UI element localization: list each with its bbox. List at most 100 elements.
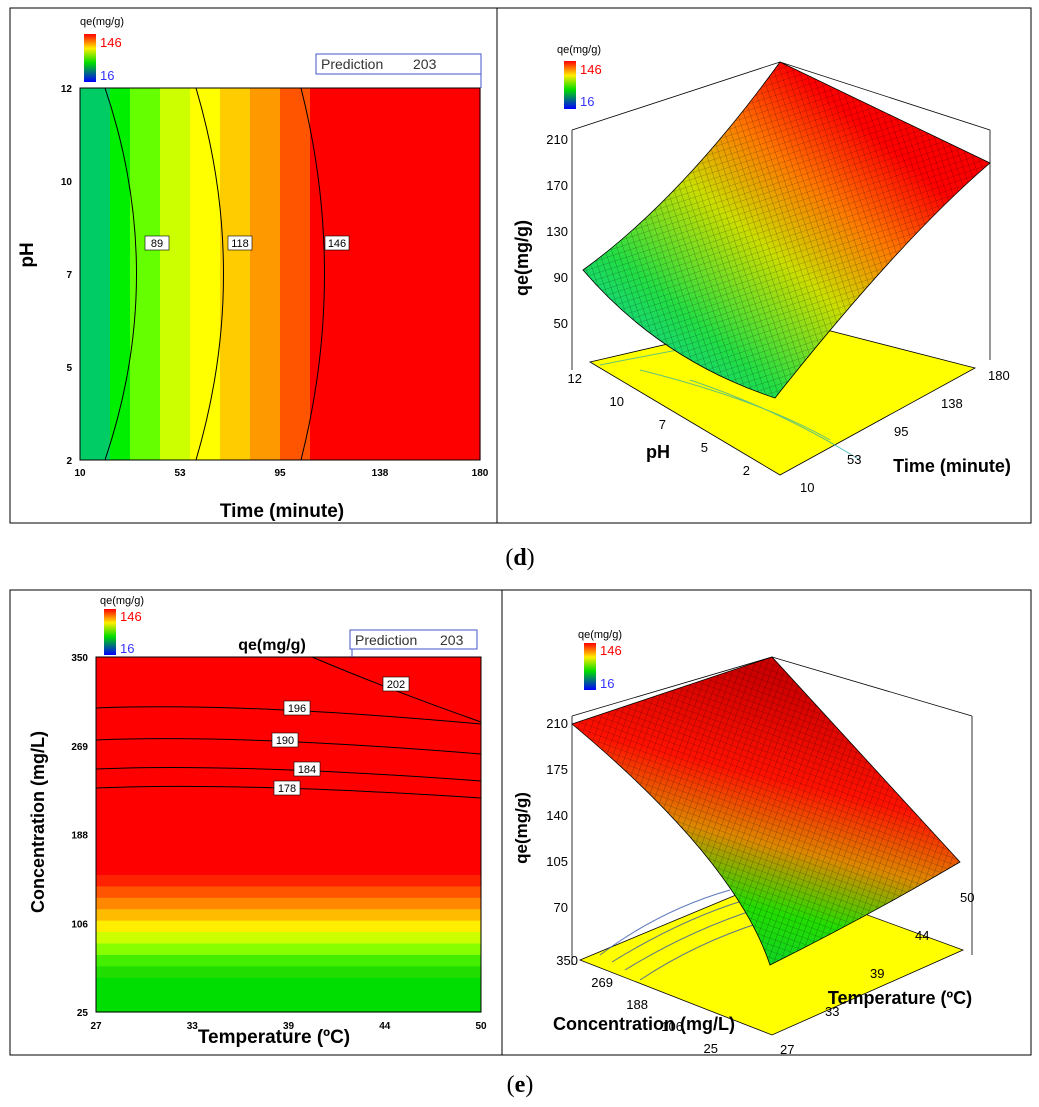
e-contour-line [95, 706, 482, 725]
d-heat-col [210, 88, 221, 460]
e-heatmap-rows [96, 657, 481, 1013]
e3-x-tick: 33 [825, 1004, 839, 1019]
caption-d: (d) [505, 545, 535, 571]
e-contour-label: 190 [276, 735, 294, 747]
d3-y-tick-labels: 12 10 7 5 2 [568, 371, 750, 478]
d-heat-col [90, 88, 101, 460]
d-heat-col [370, 88, 381, 460]
e-heat-band [96, 932, 481, 945]
e-contour-label-box [271, 732, 299, 748]
e3-z-tick: 175 [546, 762, 568, 777]
caption-e: (e) [506, 1072, 534, 1098]
d-y-tick: 10 [61, 177, 73, 188]
d-y-tick: 5 [66, 363, 72, 374]
e-contour-label-box [293, 761, 321, 777]
e3-z-tick: 210 [546, 716, 568, 731]
e-plot-title: qe(mg/g) [238, 637, 306, 654]
d-heat-col [250, 88, 261, 460]
e3-legend-low: 16 [600, 676, 614, 691]
e-contour-label: 178 [278, 783, 296, 795]
d-y-axis-label: pH [17, 242, 38, 267]
e3-floor-contours [599, 889, 776, 981]
d-heat-col [270, 88, 281, 460]
d-heat-col [360, 88, 371, 460]
d-prediction-label: Prediction [321, 56, 383, 72]
d3-x-tick: 180 [988, 368, 1010, 383]
e-prediction-value: 203 [440, 632, 464, 648]
d-heat-col [450, 88, 461, 460]
d3-x-axis-label: Time (minute) [893, 456, 1011, 476]
e3-x-tick: 50 [960, 890, 974, 905]
panel-e-surface: qe(mg/g) 146 16 210 175 140 105 70 350 269 188… [512, 629, 974, 1057]
d-legend-title: qe(mg/g) [80, 16, 124, 28]
e-contour-label-box [283, 700, 311, 716]
d-y-tick: 12 [61, 84, 73, 95]
d3-z-tick-labels: 210 170 130 90 50 [546, 132, 568, 331]
panel-d-frame [9, 7, 1032, 524]
d-heat-col [120, 88, 131, 460]
e-y-axis-label: Concentration (mg/L) [28, 731, 48, 913]
e-heat-band [96, 966, 481, 979]
d-contour-label: 146 [328, 238, 346, 250]
e-contour-label-box [382, 676, 410, 692]
e-heat-band [96, 909, 481, 922]
e-x-tick: 39 [283, 1021, 295, 1032]
d-heat-col [140, 88, 151, 460]
e3-z-tick: 70 [554, 900, 568, 915]
d3-y-tick: 7 [659, 417, 666, 432]
d-heat-col [350, 88, 361, 460]
d3-legend-colorbar [564, 61, 576, 109]
d3-y-axis-label: pH [646, 442, 670, 462]
d3-y-tick: 2 [743, 463, 750, 478]
d3-z-tick: 210 [546, 132, 568, 147]
d-heat-col [380, 88, 391, 460]
e-y-tick: 25 [77, 1008, 89, 1019]
d-heatmap-columns [80, 88, 481, 460]
d-legend-high: 146 [100, 35, 122, 50]
e-y-tick: 106 [71, 919, 88, 930]
e-x-tick: 44 [379, 1021, 391, 1032]
d-y-tick-labels: 2 5 7 10 12 [61, 84, 73, 467]
d3-legend-low: 16 [580, 94, 594, 109]
d-x-tick-labels: 10 53 95 138 180 [74, 468, 488, 479]
e-heat-band [96, 977, 481, 990]
d-heat-col [310, 88, 321, 460]
panel-d-surface: qe(mg/g) 146 16 210 170 130 90 50 12 10 7 5 2 10… [512, 44, 1011, 495]
e-x-tick: 33 [187, 1021, 199, 1032]
e-heat-band [96, 920, 481, 933]
e3-x-tick-labels: 27 33 39 44 50 [780, 890, 974, 1057]
e-legend-high: 146 [120, 609, 142, 624]
d-heat-col [260, 88, 271, 460]
e-heat-band [96, 875, 481, 888]
d-heat-col [420, 88, 431, 460]
e3-legend-title: qe(mg/g) [578, 629, 622, 641]
d3-legend-high: 146 [580, 62, 602, 77]
d3-z-tick: 50 [554, 316, 568, 331]
e-y-tick: 350 [71, 653, 88, 664]
e3-y-tick: 350 [556, 953, 578, 968]
e3-x-tick: 39 [870, 966, 884, 981]
e-contour-line [95, 785, 482, 799]
e3-x-axis-label: Temperature (ºC) [828, 988, 972, 1008]
e-plot-area [95, 656, 482, 1013]
d-x-tick: 180 [472, 468, 489, 479]
d3-x-tick: 53 [847, 452, 861, 467]
d-legend-colorbar [84, 34, 96, 82]
e-heat-band [96, 897, 481, 910]
d-contour-line [300, 87, 325, 461]
e-prediction-label: Prediction [355, 632, 417, 648]
e-heat-band [96, 989, 481, 1002]
d3-x-tick: 138 [941, 396, 963, 411]
e-x-tick: 50 [475, 1021, 487, 1032]
d-heat-col [180, 88, 191, 460]
d-heat-col [400, 88, 411, 460]
e-legend-colorbar [104, 609, 116, 655]
d-contour-line [195, 87, 224, 461]
e-heat-band [96, 954, 481, 967]
panel-e-frame [9, 589, 1032, 1056]
d-y-tick: 2 [66, 456, 72, 467]
e3-y-tick: 25 [704, 1041, 718, 1056]
d3-surface-mesh [583, 62, 990, 398]
